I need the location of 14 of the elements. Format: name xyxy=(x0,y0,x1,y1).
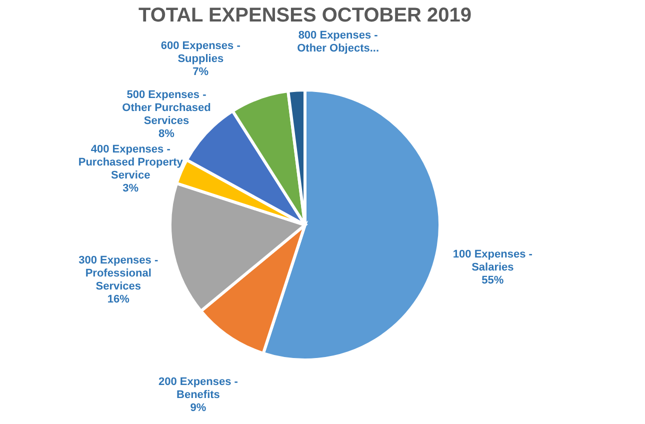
data-label: 3% xyxy=(122,182,139,195)
data-label: 9% xyxy=(190,402,206,414)
slice-label: 200 Expenses - Benefits xyxy=(158,376,238,402)
slice-label: 300 Expenses - Professional Services xyxy=(78,254,158,293)
chart-title: TOTAL EXPENSES OCTOBER 2019 xyxy=(138,4,472,26)
data-label: 8% xyxy=(158,128,175,140)
slice-label: 600 Expenses - Supplies xyxy=(160,40,241,66)
slice-label: 100 Expenses - Salaries xyxy=(452,248,533,274)
slice-label: 800 Expenses - Other Objects... xyxy=(297,29,380,54)
slice-label: 400 Expenses - Purchased Property Service xyxy=(78,144,184,182)
slice-label: 500 Expenses - Other Purchased Services xyxy=(122,88,211,127)
data-label: 7% xyxy=(192,66,209,78)
data-label: 16% xyxy=(107,294,130,306)
data-label: 55% xyxy=(482,274,504,287)
